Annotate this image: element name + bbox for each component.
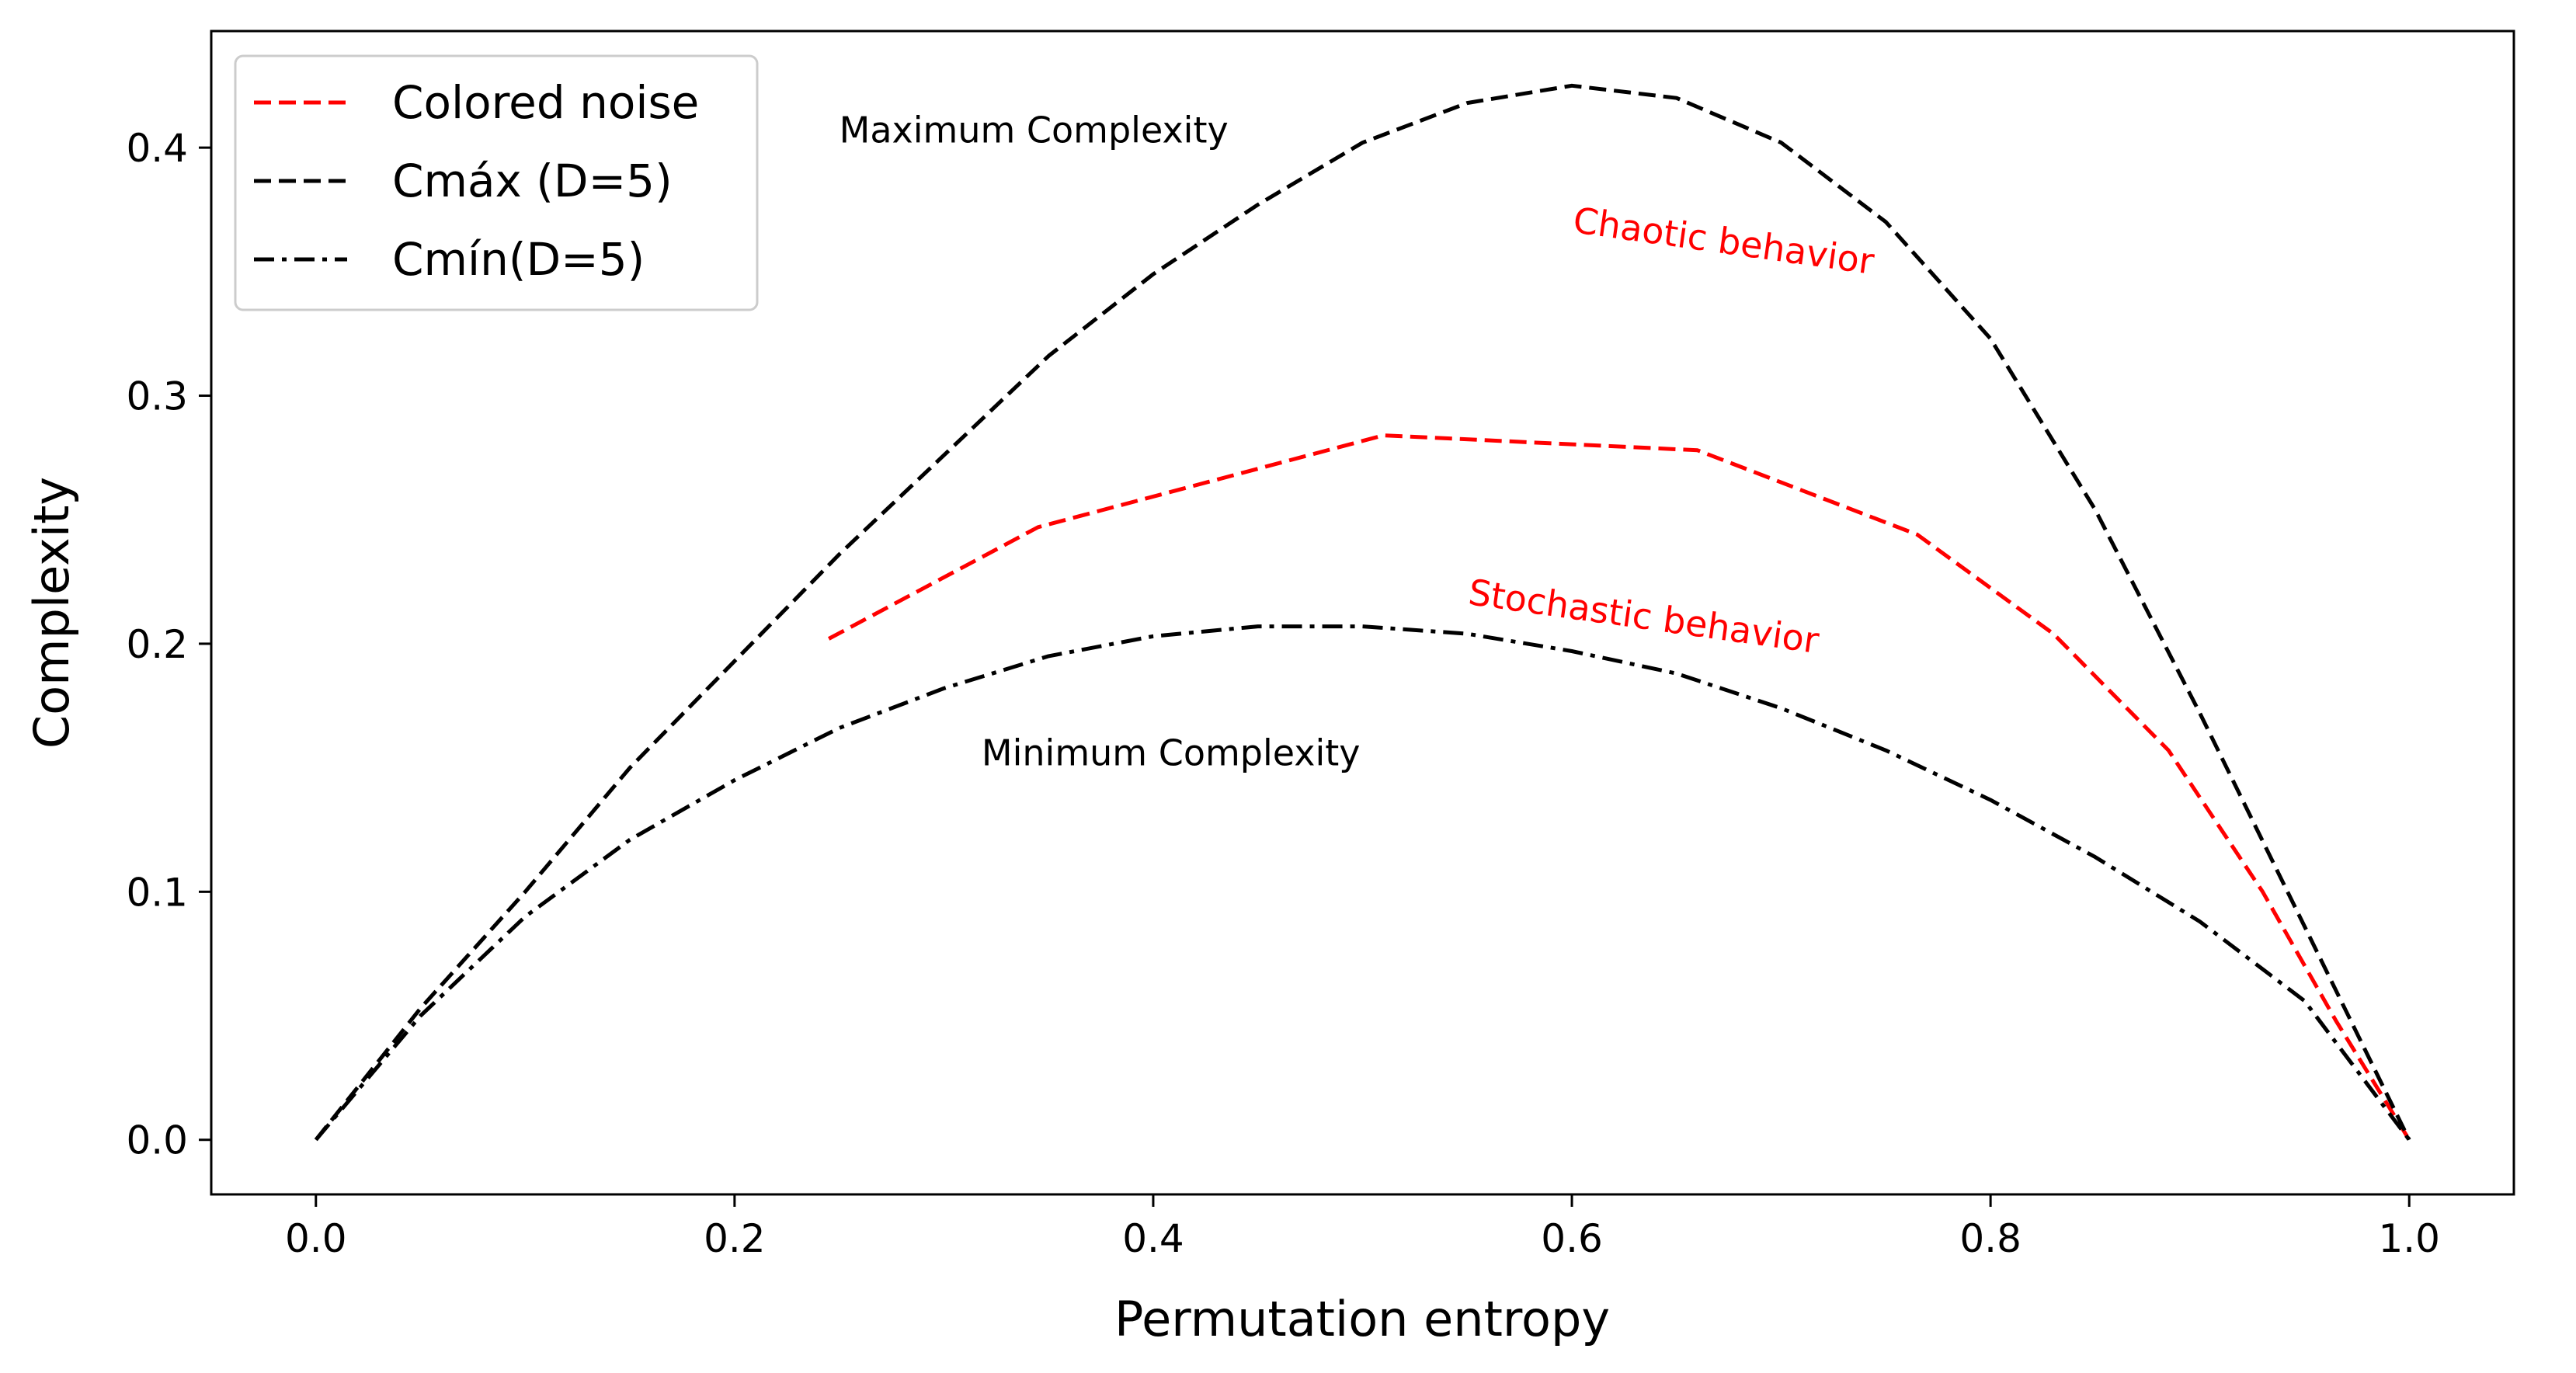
y-tick-label: 0.1 — [126, 870, 188, 915]
legend-box — [234, 54, 759, 311]
series-line-2 — [314, 624, 2411, 1142]
plot-frame — [210, 30, 2515, 1196]
annotation-text: Minimum Complexity — [982, 732, 1361, 773]
legend-label: Cmáx (D=5) — [392, 155, 673, 207]
series-line-0 — [828, 433, 2411, 1142]
x-tick-label: 0.0 — [285, 1216, 347, 1261]
y-axis: 0.0 0.1 0.2 0.3 0.4 — [126, 126, 211, 1163]
legend-label: Colored noise — [392, 76, 699, 129]
x-tick-label: 0.6 — [1541, 1216, 1603, 1261]
legend-items: Colored noise Cmáx (D=5) Cmín(D=5) — [254, 76, 699, 286]
legend: Colored noise Cmáx (D=5) Cmín(D=5) — [234, 54, 759, 311]
y-tick-label: 0.3 — [126, 374, 188, 419]
series-layer — [314, 83, 2411, 1142]
y-tick-label: 0.4 — [126, 126, 188, 171]
x-tick-label: 0.2 — [704, 1216, 766, 1261]
annotation-text: Maximum Complexity — [840, 109, 1229, 151]
x-tick-label: 0.8 — [1959, 1216, 2022, 1261]
y-tick-label: 0.0 — [126, 1118, 188, 1163]
x-tick-label: 1.0 — [2378, 1216, 2440, 1261]
x-axis: 0.0 0.2 0.4 0.6 0.8 1.0 — [285, 1194, 2440, 1261]
y-axis-label: Complexity — [23, 477, 80, 749]
x-tick-label: 0.4 — [1122, 1216, 1184, 1261]
y-tick-label: 0.2 — [126, 622, 188, 667]
series-line-1 — [314, 83, 2411, 1142]
legend-label: Cmín(D=5) — [392, 233, 645, 286]
x-axis-label: Permutation entropy — [1114, 1291, 1610, 1347]
